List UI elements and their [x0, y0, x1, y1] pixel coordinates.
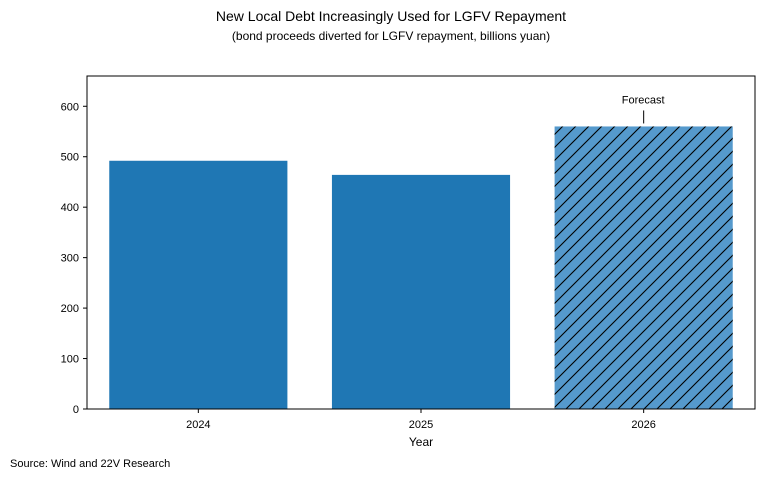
- x-tick-label: 2025: [409, 419, 433, 431]
- x-axis-label: Year: [409, 435, 433, 449]
- y-tick-label: 200: [61, 303, 79, 315]
- y-tick-label: 100: [61, 354, 79, 366]
- bar-2024: [109, 160, 288, 409]
- chart-subtitle: (bond proceeds diverted for LGFV repayme…: [232, 29, 550, 43]
- y-tick-label: 300: [61, 253, 79, 265]
- bar-group: [109, 126, 733, 410]
- chart-title: New Local Debt Increasingly Used for LGF…: [216, 8, 566, 24]
- forecast-label: Forecast: [622, 94, 665, 106]
- y-tick-label: 400: [61, 202, 79, 214]
- y-tick-label: 600: [61, 101, 79, 113]
- y-tick-label: 0: [73, 404, 79, 416]
- bar-2025: [331, 174, 511, 409]
- source-note: Source: Wind and 22V Research: [10, 458, 170, 470]
- forecast-annotation: Forecast: [622, 94, 665, 124]
- y-axis: 0 100 200 300 400 500 600: [61, 101, 87, 416]
- bar-hatch-2026: [554, 126, 733, 410]
- x-axis: 2024 2025 2026: [186, 409, 656, 431]
- y-tick-label: 500: [61, 152, 79, 164]
- x-tick-label: 2024: [186, 419, 210, 431]
- x-tick-label: 2026: [631, 419, 655, 431]
